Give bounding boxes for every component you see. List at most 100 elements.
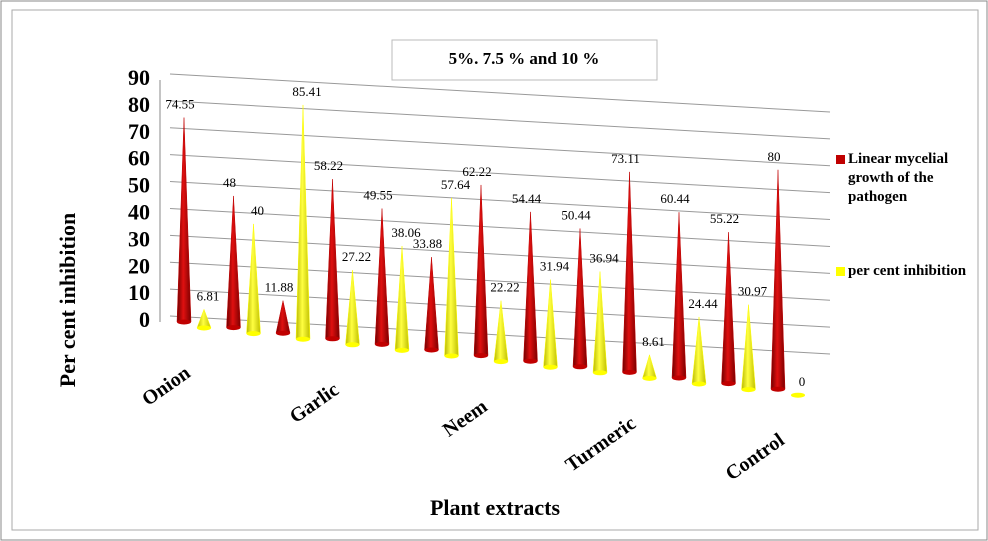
- data-label: 31.94: [540, 259, 570, 274]
- cone: [295, 104, 311, 340]
- data-label: 50.44: [561, 207, 591, 222]
- data-label: 49.55: [363, 187, 392, 202]
- data-label: 57.64: [441, 177, 471, 192]
- cone: [741, 304, 756, 390]
- data-label: 85.41: [292, 84, 321, 99]
- cone: [523, 211, 538, 362]
- cone-base: [771, 386, 785, 392]
- title-box: [391, 39, 658, 81]
- grid-line: [169, 181, 831, 221]
- cone: [226, 195, 241, 328]
- cone-base: [345, 342, 360, 348]
- y-tick-label: 20: [128, 253, 150, 278]
- data-label: 22.22: [490, 280, 519, 295]
- grid-line: [169, 127, 831, 167]
- data-label: 33.88: [413, 236, 442, 251]
- data-label: 36.94: [589, 250, 619, 265]
- cone-base: [197, 325, 211, 331]
- cone-base: [424, 347, 439, 353]
- cone-base: [296, 336, 310, 342]
- cone-base: [573, 364, 587, 370]
- cone-base: [642, 375, 657, 381]
- grid-line: [169, 207, 831, 247]
- y-tick-label: 60: [128, 146, 150, 171]
- cone: [444, 197, 459, 357]
- cone: [493, 300, 509, 362]
- cone-base: [721, 381, 736, 387]
- cone: [275, 300, 291, 334]
- cone-base: [325, 336, 340, 342]
- cone-base: [395, 347, 409, 353]
- legend-label: per cent inhibition: [848, 263, 967, 279]
- data-label: 38.06: [391, 225, 421, 240]
- cone-base: [672, 375, 686, 381]
- plot-border: [11, 9, 979, 531]
- data-label: 54.44: [512, 191, 542, 206]
- cone: [572, 228, 588, 368]
- x-tick-label: Control: [722, 429, 789, 485]
- data-label: 60.44: [660, 191, 690, 206]
- data-label: 40: [251, 203, 264, 218]
- legend-swatch: [836, 267, 845, 276]
- cone-base: [543, 364, 558, 370]
- data-label: 6.81: [197, 288, 220, 303]
- cone-base: [523, 358, 538, 364]
- data-label: 24.44: [688, 296, 718, 311]
- legend-label: Linear mycelial growth of the pathogen: [848, 151, 949, 205]
- y-tick-label: 10: [128, 280, 150, 305]
- cone: [473, 184, 489, 356]
- cone: [374, 208, 390, 345]
- data-label: 48: [223, 175, 236, 190]
- cone-base: [622, 369, 637, 375]
- chart-title: 5%. 7.5 % and 10 %: [449, 49, 600, 68]
- x-axis-label: Plant extracts: [430, 495, 561, 520]
- data-label: 80: [768, 149, 781, 164]
- data-label: 27.22: [342, 249, 371, 264]
- cone-base: [226, 325, 241, 331]
- legend-item: Linear mycelial growth of the pathogen: [836, 150, 983, 207]
- data-label: 0: [799, 374, 806, 389]
- grid-line: [169, 261, 831, 301]
- data-label: 62.22: [462, 164, 491, 179]
- grid-line: [169, 100, 831, 140]
- cone: [345, 270, 360, 346]
- y-tick-label: 30: [128, 226, 150, 251]
- data-label: 58.22: [314, 158, 343, 173]
- data-label: 74.55: [165, 97, 194, 112]
- y-tick-label: 50: [128, 173, 150, 198]
- y-tick-label: 80: [128, 92, 150, 117]
- cone-base: [246, 331, 261, 337]
- x-tick-label: Turmeric: [562, 412, 641, 476]
- x-tick-label: Neem: [439, 395, 492, 441]
- cone-base: [444, 353, 459, 359]
- cone: [642, 353, 657, 379]
- data-label: 8.61: [642, 334, 665, 349]
- cone-base: [494, 359, 508, 365]
- cone-base: [474, 353, 488, 359]
- cone-base: [791, 392, 805, 398]
- cone-base: [375, 341, 389, 347]
- y-tick-label: 40: [128, 199, 150, 224]
- legend-swatch: [836, 155, 845, 164]
- data-label: 73.11: [611, 151, 640, 166]
- cone: [543, 279, 558, 368]
- y-tick-label: 90: [128, 65, 150, 90]
- cone: [622, 171, 637, 373]
- data-label: 30.97: [738, 284, 768, 299]
- grid-line: [169, 154, 831, 194]
- data-label: 55.22: [710, 211, 739, 226]
- cone: [721, 232, 736, 384]
- cone-base: [177, 319, 191, 325]
- cone: [394, 245, 410, 351]
- grid-line: [169, 73, 831, 113]
- y-axis-label: Per cent inhibition: [55, 213, 80, 387]
- y-tick-label: 0: [139, 307, 150, 332]
- cone-base: [692, 381, 706, 387]
- cone: [176, 117, 192, 323]
- cone-base: [593, 370, 607, 376]
- cone: [770, 169, 786, 390]
- cone: [325, 179, 340, 340]
- cone-base: [276, 330, 290, 336]
